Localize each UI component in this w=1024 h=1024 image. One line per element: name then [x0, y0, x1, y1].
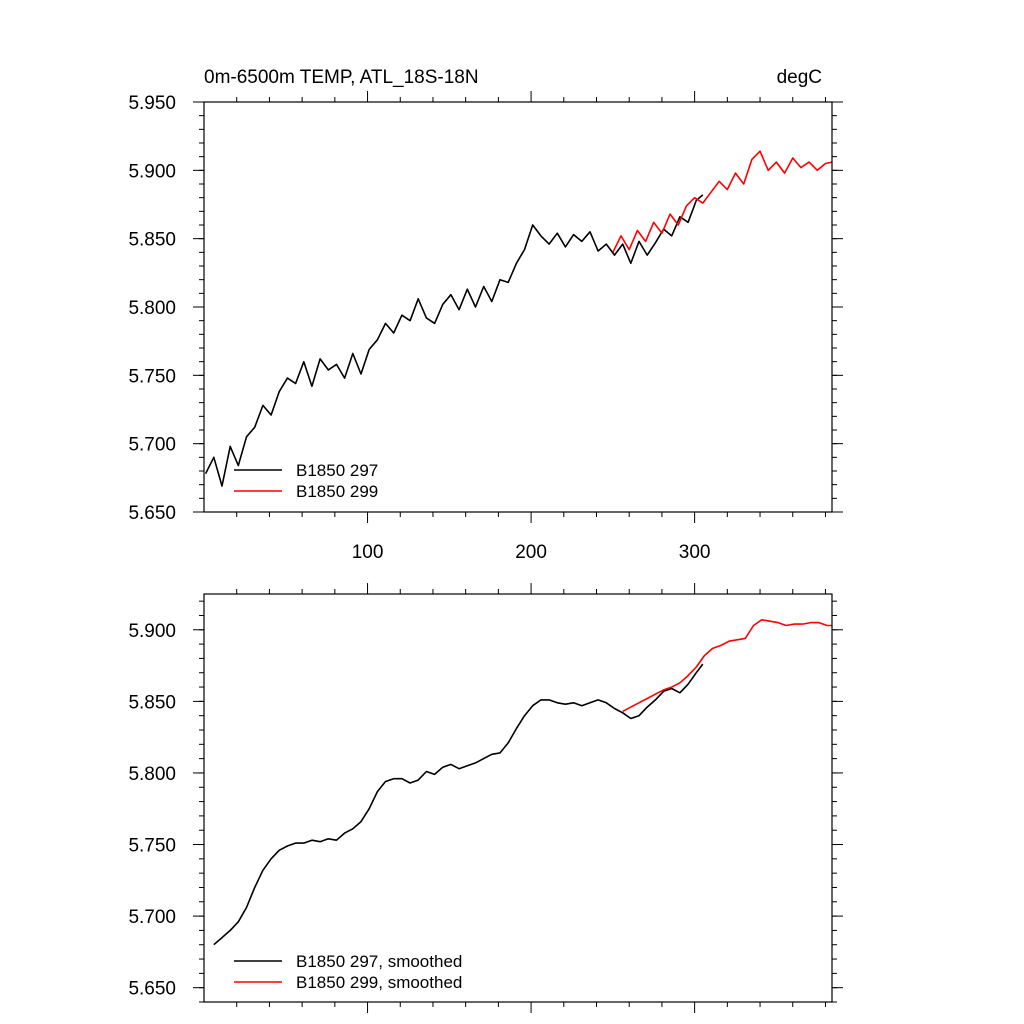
bottom-plot-frame [203, 593, 833, 1003]
top-plot-frame [203, 101, 833, 513]
bottom-legend: B1850 297, smoothed B1850 299, smoothed [234, 952, 462, 992]
y-tick-label: 5.650 [128, 979, 176, 1000]
x-tick-label: 200 [515, 542, 547, 563]
top-series-lines [204, 150, 833, 487]
series-line-b1850-299 [622, 618, 832, 713]
y-tick-label: 5.750 [128, 366, 176, 387]
legend-label-b1850-299-smoothed: B1850 299, smoothed [296, 973, 462, 992]
legend-label-b1850-299: B1850 299 [296, 482, 378, 501]
y-tick-label: 5.650 [128, 503, 176, 524]
x-tick-label: 100 [352, 542, 384, 563]
y-tick-label: 5.900 [128, 621, 176, 642]
series-line-b1850-297 [204, 194, 704, 487]
y-tick-label: 5.700 [128, 435, 176, 456]
x-tick-label: 300 [679, 542, 711, 563]
y-tick-label: 5.850 [128, 230, 176, 251]
y-tick-label: 5.850 [128, 692, 176, 713]
y-tick-label: 5.800 [128, 764, 176, 785]
bottom-axis-ticks: 5.650 5.700 5.750 5.800 5.850 5.900 [128, 583, 843, 1013]
y-tick-label: 5.950 [128, 93, 176, 114]
bottom-chart-panel: 5.650 5.700 5.750 5.800 5.850 5.900 B1850 297… [128, 583, 843, 1013]
legend-label-b1850-297: B1850 297 [296, 461, 378, 480]
y-tick-label: 5.700 [128, 907, 176, 928]
legend-label-b1850-297-smoothed: B1850 297, smoothed [296, 952, 462, 971]
y-tick-label: 5.750 [128, 836, 176, 857]
top-legend: B1850 297 B1850 299 [234, 461, 378, 501]
bottom-series-lines [213, 618, 832, 946]
chart-title: 0m-6500m TEMP, ATL_18S-18N [204, 67, 479, 88]
top-chart-panel: 0m-6500m TEMP, ATL_18S-18N degC 5.650 5.7… [128, 67, 843, 563]
top-axis-ticks: 5.650 5.700 5.750 5.800 5.850 5.900 5.950 100 20… [128, 91, 843, 563]
series-line-b1850-299 [612, 150, 833, 253]
y-tick-label: 5.800 [128, 298, 176, 319]
units-label: degC [777, 67, 822, 88]
series-line-b1850-297 [213, 663, 704, 946]
y-tick-label: 5.900 [128, 161, 176, 182]
